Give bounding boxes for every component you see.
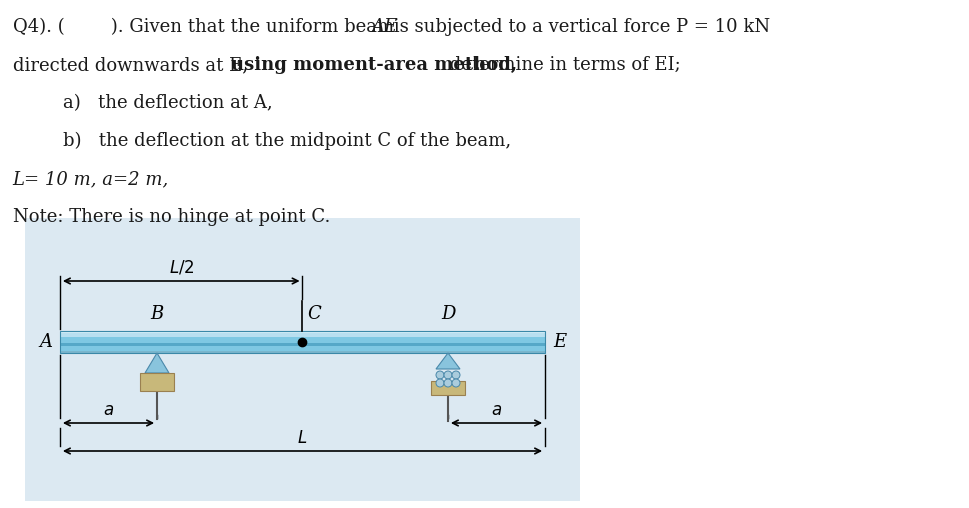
Polygon shape [435,353,459,369]
Text: Q4). (        ). Given that the uniform beam: Q4). ( ). Given that the uniform beam [13,18,399,36]
Text: D: D [440,305,454,323]
Circle shape [452,379,459,387]
Polygon shape [144,353,169,373]
Circle shape [444,371,452,379]
Circle shape [444,379,452,387]
Text: AE: AE [371,18,397,36]
Text: B: B [150,305,164,323]
Text: C: C [307,305,321,323]
Bar [430,381,464,395]
Text: E: E [552,333,566,351]
Bar [140,373,173,391]
Text: $a$: $a$ [490,402,502,419]
Bar [60,331,545,333]
Text: L= 10 m, a=2 m,: L= 10 m, a=2 m, [13,170,169,188]
Text: directed downwards at E,: directed downwards at E, [13,56,253,74]
Text: is subjected to a vertical force P = 10 kN: is subjected to a vertical force P = 10 … [388,18,769,36]
Circle shape [452,371,459,379]
Text: $a$: $a$ [103,402,114,419]
Text: b)   the deflection at the midpoint C of the beam,: b) the deflection at the midpoint C of t… [63,132,511,150]
Text: using moment-area method,: using moment-area method, [231,56,516,74]
Text: Note: There is no hinge at point C.: Note: There is no hinge at point C. [13,208,329,226]
Circle shape [435,371,444,379]
Text: a)   the deflection at A,: a) the deflection at A, [63,94,272,112]
Bar [60,331,545,337]
Bar [60,351,545,353]
Bar [60,331,545,353]
Text: $L$: $L$ [297,430,307,447]
Text: $L/2$: $L/2$ [169,259,194,277]
Text: determine in terms of EI;: determine in terms of EI; [444,56,680,74]
Circle shape [435,379,444,387]
Bar [60,333,545,351]
Bar [60,343,545,346]
Text: A: A [39,333,52,351]
